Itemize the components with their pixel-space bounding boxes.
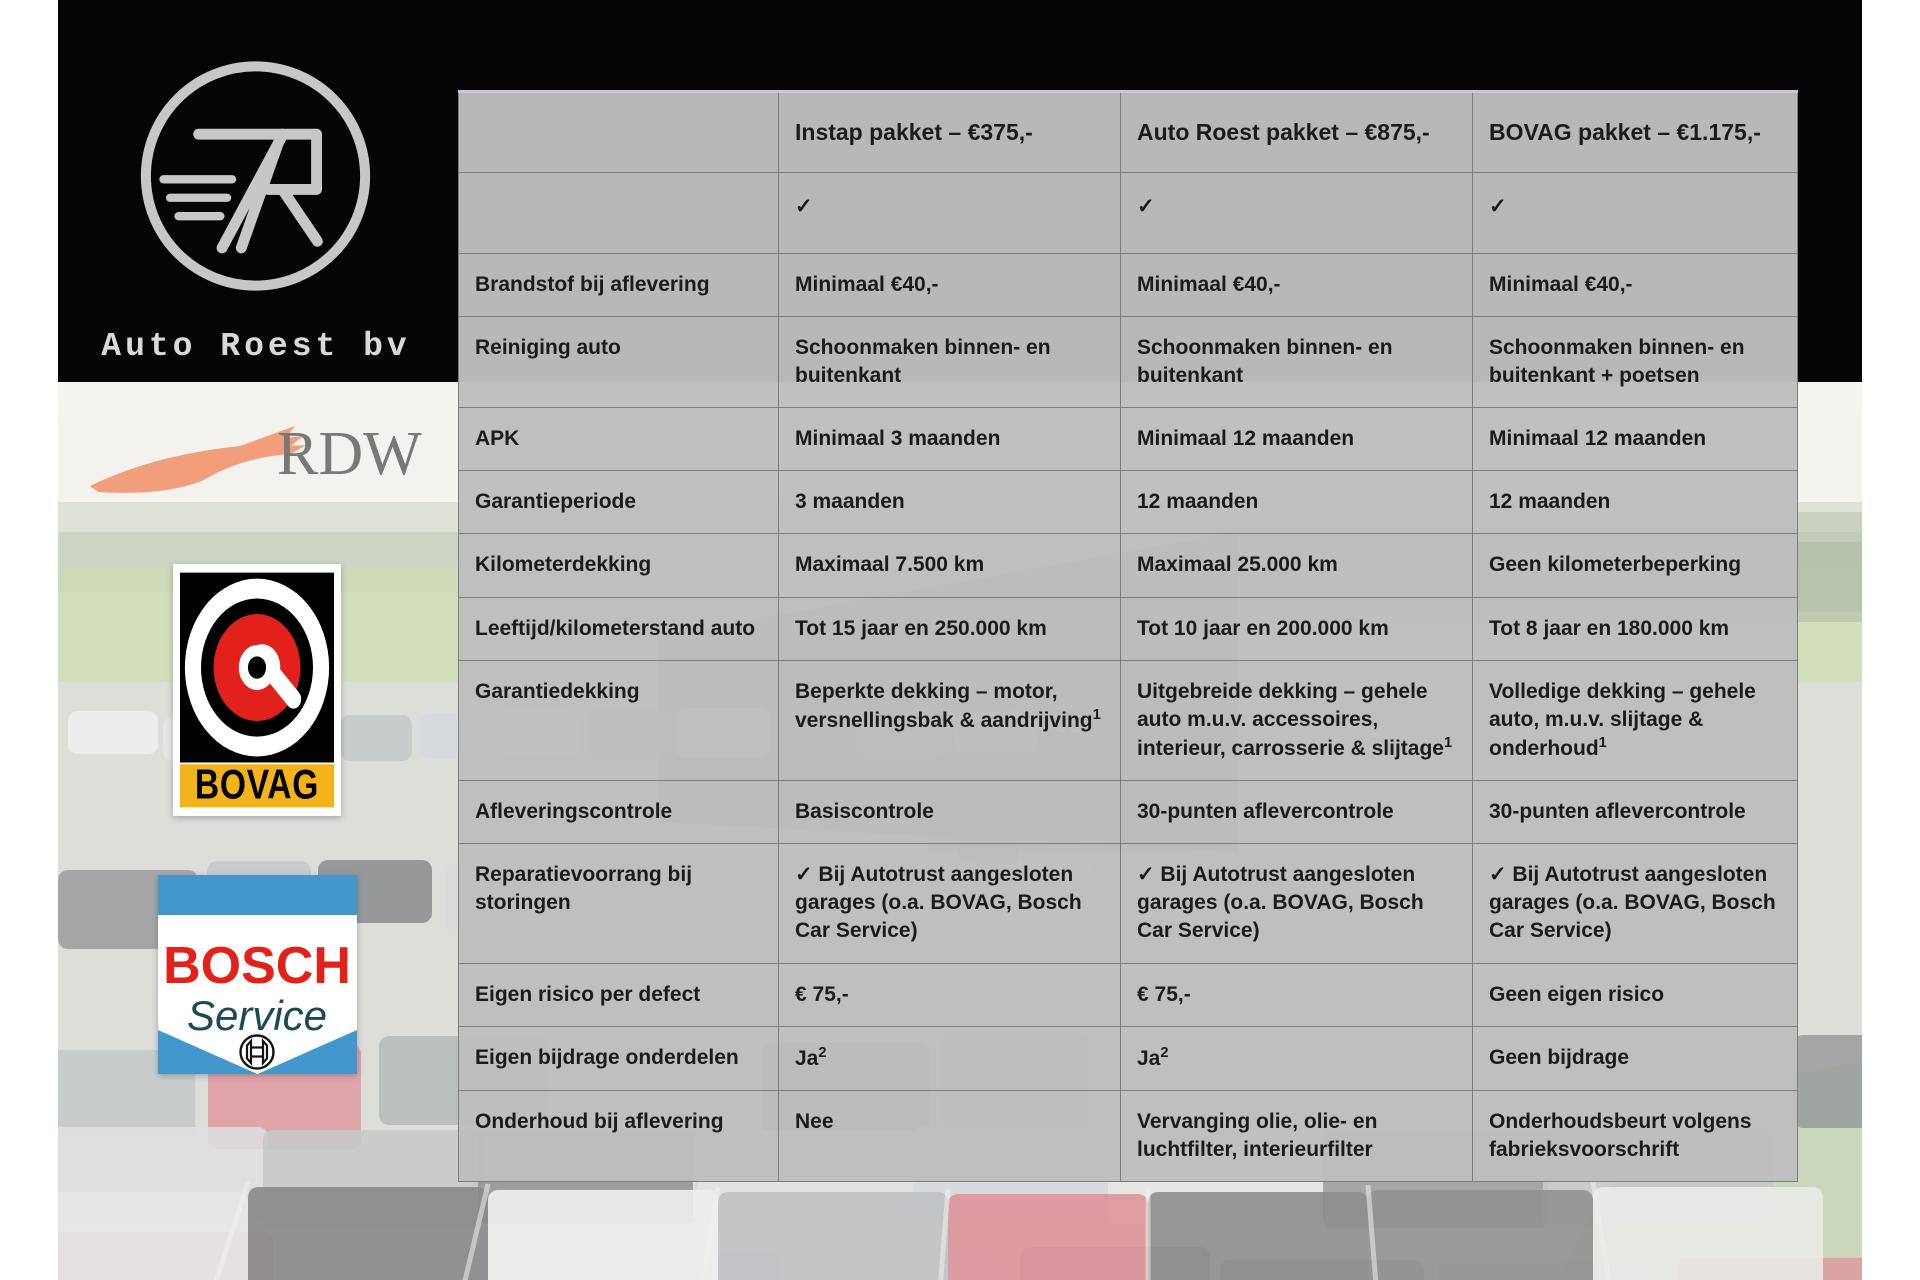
svg-text:BOVAG: BOVAG (195, 761, 319, 807)
svg-text:Service: Service (187, 992, 327, 1039)
svg-text:BOSCH: BOSCH (163, 937, 351, 995)
